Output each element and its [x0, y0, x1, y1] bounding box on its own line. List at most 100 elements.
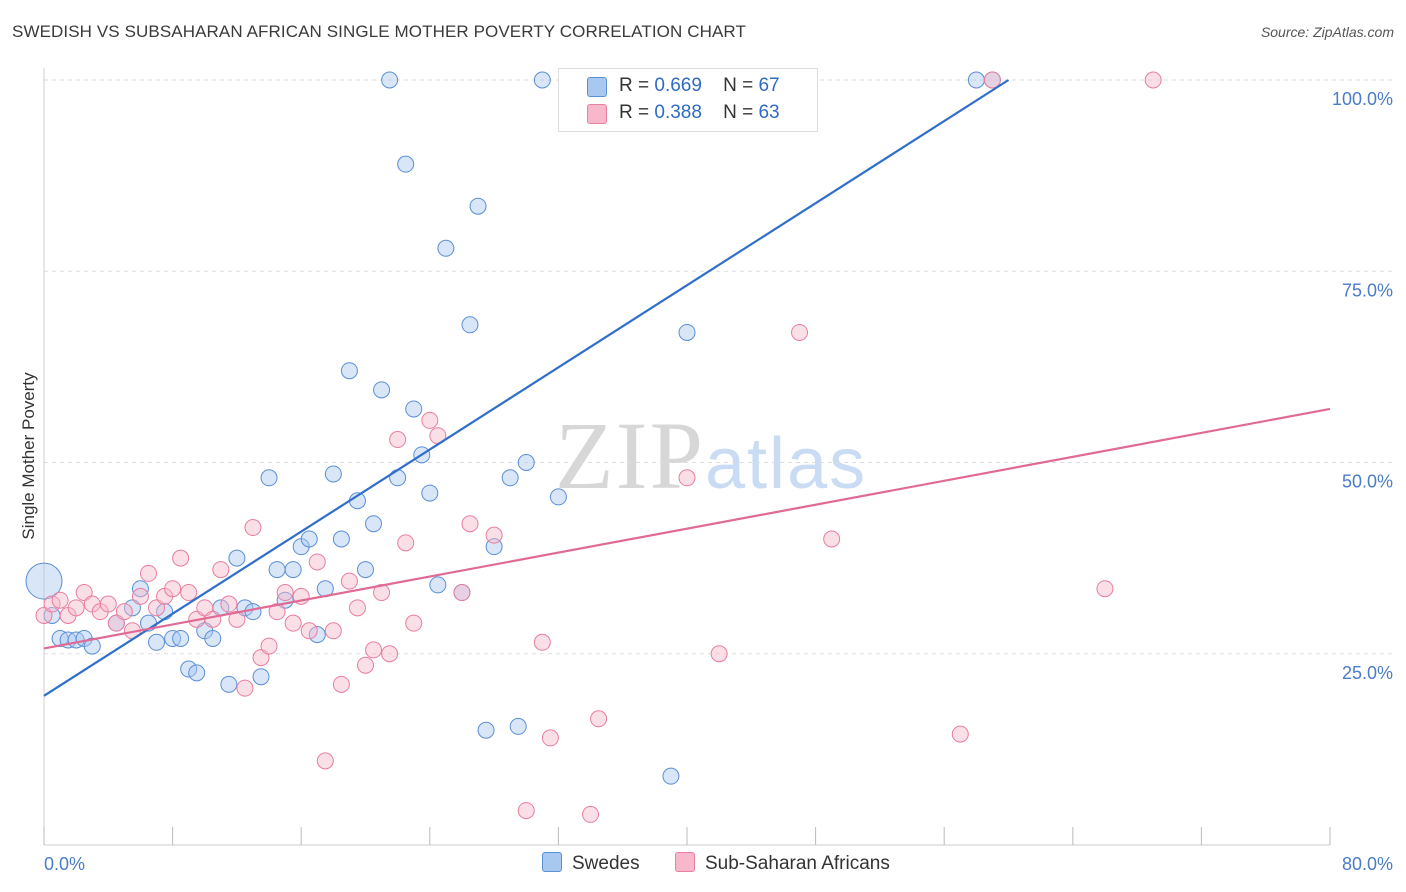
subsaharan-point-60 — [823, 530, 841, 548]
x-tick-label-0: 0.0% — [44, 854, 85, 874]
swedes-point-41 — [397, 155, 415, 173]
swedes-trend-line — [43, 79, 1010, 697]
legend-r-value: 0.669 — [654, 75, 702, 96]
swedes-point-29 — [300, 530, 318, 548]
y-tick-label-3: 100.0% — [1332, 89, 1393, 109]
swedes-point-44 — [421, 484, 439, 502]
subsaharan-point-39 — [348, 599, 366, 617]
legend-item-subsaharan: Sub-Saharan Africans — [675, 852, 890, 875]
y-tick-label-1: 50.0% — [1342, 472, 1393, 492]
subsaharan-point-22 — [212, 561, 230, 579]
y-tick-label-0: 25.0% — [1342, 663, 1393, 683]
subsaharan-point-61 — [951, 725, 969, 743]
subsaharan-point-35 — [316, 752, 334, 770]
source-label: Source: ZipAtlas.com — [1260, 24, 1394, 40]
subsaharan-point-23 — [220, 595, 238, 613]
subsaharan-point-33 — [300, 622, 318, 640]
subsaharan-point-54 — [541, 729, 559, 747]
swedes-point-59 — [678, 323, 696, 341]
subsaharan-point-13 — [139, 564, 157, 582]
subsaharan-point-50 — [461, 515, 479, 533]
trend-lines — [43, 79, 1331, 697]
subsaharan-point-25 — [236, 679, 254, 697]
subsaharan-point-52 — [517, 802, 535, 820]
subsaharan-point-21 — [204, 610, 222, 628]
subsaharan-point-49 — [453, 584, 471, 602]
subsaharan-point-56 — [590, 710, 608, 728]
subsaharan-point-12 — [131, 587, 149, 605]
swedes-point-23 — [252, 668, 270, 686]
swedes-point-33 — [332, 530, 350, 548]
swedes-point-50 — [477, 721, 495, 739]
subsaharan-point-28 — [260, 637, 278, 655]
swedes-point-54 — [517, 454, 535, 471]
watermark: ZIPatlas — [555, 400, 867, 511]
swedes-point-22 — [244, 603, 262, 621]
subsaharan-point-44 — [389, 431, 407, 449]
subsaharan-point-41 — [365, 641, 383, 659]
subsaharan-point-4 — [67, 599, 85, 617]
legend-text-swedes: R = 0.669 N = 67 — [619, 75, 780, 97]
subsaharan-point-45 — [397, 534, 415, 552]
watermark-atlas: atlas — [705, 424, 868, 504]
subsaharan-points — [35, 71, 1162, 823]
swedes-point-45 — [429, 576, 447, 594]
subsaharan-point-43 — [381, 645, 399, 663]
legend-item-swedes: Swedes — [542, 852, 640, 875]
swedes-point-56 — [549, 488, 567, 506]
subsaharan-point-46 — [405, 614, 423, 632]
swedes-point-37 — [365, 515, 383, 533]
swedes-point-55 — [533, 71, 551, 89]
watermark-zip: ZIP — [555, 402, 705, 509]
swedes-point-42 — [405, 400, 423, 418]
legend-r-label: R = — [619, 102, 650, 123]
legend-label-swedes: Swedes — [572, 853, 640, 874]
legend-n-value: 63 — [758, 102, 780, 123]
swedes-point-40 — [389, 469, 407, 487]
subsaharan-point-8 — [99, 595, 117, 613]
swedes-point-20 — [228, 549, 246, 567]
subsaharan-point-16 — [164, 580, 182, 598]
swedes-point-19 — [220, 675, 238, 693]
swedes-point-24 — [260, 469, 278, 487]
subsaharan-point-63 — [1096, 580, 1114, 598]
chart-title: SWEDISH VS SUBSAHARAN AFRICAN SINGLE MOT… — [12, 22, 746, 41]
swedes-point-0 — [25, 562, 63, 600]
subsaharan-point-51 — [485, 526, 503, 544]
stats-legend: R = 0.669 N = 67 R = 0.388 N = 63 — [558, 68, 818, 132]
series-legend: Swedes Sub-Saharan Africans — [0, 852, 1406, 878]
subsaharan-point-24 — [228, 610, 246, 628]
swedes-point-53 — [509, 717, 527, 735]
subsaharan-point-55 — [582, 805, 600, 823]
legend-swatch-subsaharan — [587, 104, 607, 124]
swedes-point-32 — [324, 465, 342, 483]
legend-r-value: 0.388 — [654, 102, 702, 123]
subsaharan-point-26 — [244, 519, 262, 537]
legend-swatch-swedes — [587, 77, 607, 97]
swedes-point-48 — [461, 316, 479, 334]
tick-labels: 25.0% 50.0% 75.0% 100.0% 0.0% 80.0% — [44, 89, 1393, 874]
subsaharan-point-31 — [284, 614, 302, 632]
y-axis-label: Single Mother Poverty — [19, 372, 38, 540]
subsaharan-point-36 — [324, 622, 342, 640]
legend-swatch-subsaharan — [675, 852, 695, 872]
subsaharan-point-1 — [43, 595, 61, 613]
subsaharan-point-2 — [51, 591, 69, 609]
legend-label-subsaharan: Sub-Saharan Africans — [705, 853, 890, 874]
subsaharan-point-29 — [268, 603, 286, 621]
subsaharan-point-57 — [678, 469, 696, 487]
subsaharan-point-58 — [710, 645, 728, 663]
subsaharan-point-34 — [308, 553, 326, 571]
subsaharan-point-17 — [172, 549, 190, 567]
subsaharan-point-47 — [421, 411, 439, 429]
swedes-point-36 — [357, 561, 374, 579]
y-tick-label-2: 75.0% — [1342, 280, 1393, 300]
swedes-point-5 — [83, 637, 101, 655]
swedes-point-27 — [284, 561, 302, 579]
swedes-point-10 — [148, 633, 166, 651]
subsaharan-point-40 — [357, 656, 374, 674]
swedes-point-39 — [381, 71, 399, 89]
swedes-point-52 — [501, 469, 519, 487]
swedes-point-64 — [967, 71, 985, 89]
